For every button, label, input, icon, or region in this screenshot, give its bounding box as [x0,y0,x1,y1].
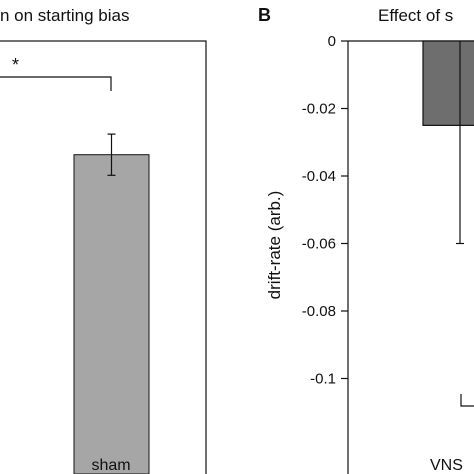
panel-b-ticks: 0 -0.02 -0.04 -0.06 -0.08 -0.1 [302,33,348,388]
panel-b-bracket-fragment [460,394,474,407]
y-tick-label: 0 [328,33,336,50]
bar-sham [73,154,150,474]
y-tick-label: -0.02 [302,101,336,118]
panel-b-title: Effect of s [378,6,453,25]
y-tick-label: -0.04 [302,168,336,185]
panel-a-title: n on starting bias [0,6,129,25]
y-tick-label: -0.08 [302,303,336,320]
panel-b-marks [422,40,474,245]
significance-star: * [12,55,19,75]
panel-a-marks [73,133,150,474]
panel-b: B Effect of s drift-rate (arb.) 0 -0.02 -0… [258,5,474,474]
bar-vns [422,40,474,126]
panel-b-y-axis-label: drift-rate (arb.) [265,191,284,300]
y-tick-label: -0.06 [302,236,336,253]
panel-a-frame [0,40,207,474]
y-tick-label: -0.1 [310,371,336,388]
significance-bracket [0,76,112,91]
panel-a: n on starting bias * sham [0,6,207,474]
panel-b-category-label: VNS [430,457,463,474]
panel-a-category-label: sham [91,457,130,474]
panel-b-label: B [258,5,271,25]
